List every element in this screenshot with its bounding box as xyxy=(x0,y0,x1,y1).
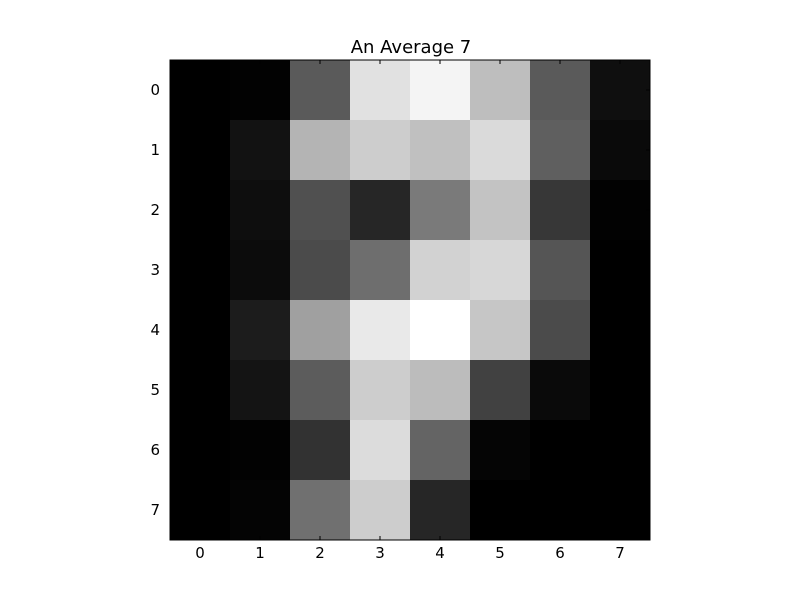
heatmap-cell-r7-c3 xyxy=(350,480,410,540)
heatmap-cell-r6-c3 xyxy=(350,420,410,480)
heatmap-cell-r5-c4 xyxy=(410,360,470,420)
x-tick-label-1: 1 xyxy=(255,544,265,562)
heatmap-cell-r1-c1 xyxy=(230,120,290,180)
heatmap-cell-r5-c5 xyxy=(470,360,530,420)
heatmap-cell-r1-c4 xyxy=(410,120,470,180)
heatmap-cell-r1-c6 xyxy=(530,120,590,180)
heatmap-cell-r7-c4 xyxy=(410,480,470,540)
heatmap-cell-r5-c0 xyxy=(170,360,230,420)
heatmap-cell-r7-c1 xyxy=(230,480,290,540)
heatmap-cell-r7-c5 xyxy=(470,480,530,540)
y-tick-label-5: 5 xyxy=(150,381,160,399)
heatmap-cell-r0-c5 xyxy=(470,60,530,120)
heatmap-cell-r6-c7 xyxy=(590,420,650,480)
heatmap-cell-r2-c5 xyxy=(470,180,530,240)
heatmap-cell-r4-c1 xyxy=(230,300,290,360)
heatmap-cell-r2-c0 xyxy=(170,180,230,240)
heatmap-cell-r7-c2 xyxy=(290,480,350,540)
heatmap-cell-r4-c7 xyxy=(590,300,650,360)
heatmap-cell-r0-c6 xyxy=(530,60,590,120)
heatmap-cell-r0-c0 xyxy=(170,60,230,120)
heatmap-cell-r3-c5 xyxy=(470,240,530,300)
y-tick-label-1: 1 xyxy=(150,141,160,159)
plot-frame xyxy=(169,59,651,541)
heatmap-cell-r5-c3 xyxy=(350,360,410,420)
heatmap-cell-r5-c7 xyxy=(590,360,650,420)
heatmap-cell-r5-c1 xyxy=(230,360,290,420)
heatmap-cell-r5-c2 xyxy=(290,360,350,420)
x-tick-label-0: 0 xyxy=(195,544,205,562)
heatmap-cell-r3-c1 xyxy=(230,240,290,300)
heatmap-cell-r2-c4 xyxy=(410,180,470,240)
heatmap-cell-r2-c7 xyxy=(590,180,650,240)
heatmap-cell-r6-c0 xyxy=(170,420,230,480)
x-tick-label-4: 4 xyxy=(435,544,445,562)
heatmap-cell-r6-c2 xyxy=(290,420,350,480)
heatmap-cell-r1-c0 xyxy=(170,120,230,180)
heatmap-cell-r2-c2 xyxy=(290,180,350,240)
heatmap-cell-r7-c0 xyxy=(170,480,230,540)
axis-ticks: 0 1 2 3 4 5 6 7 0 1 2 3 4 5 6 7 xyxy=(150,60,650,562)
heatmap-cell-r1-c3 xyxy=(350,120,410,180)
heatmap-cell-r4-c2 xyxy=(290,300,350,360)
heatmap-cell-r7-c6 xyxy=(530,480,590,540)
heatmap-cell-r2-c3 xyxy=(350,180,410,240)
heatmap-cell-r0-c7 xyxy=(590,60,650,120)
heatmap-cell-r1-c5 xyxy=(470,120,530,180)
heatmap-cell-r6-c5 xyxy=(470,420,530,480)
heatmap-cell-r6-c4 xyxy=(410,420,470,480)
heatmap-cell-r0-c4 xyxy=(410,60,470,120)
heatmap-cell-r0-c2 xyxy=(290,60,350,120)
x-tick-label-7: 7 xyxy=(615,544,625,562)
x-tick-label-5: 5 xyxy=(495,544,505,562)
heatmap-cell-r4-c0 xyxy=(170,300,230,360)
y-tick-label-0: 0 xyxy=(150,81,160,99)
heatmap-cell-r4-c5 xyxy=(470,300,530,360)
x-tick-label-2: 2 xyxy=(315,544,325,562)
heatmap-cell-r3-c6 xyxy=(530,240,590,300)
y-tick-label-3: 3 xyxy=(150,261,160,279)
heatmap-cell-r0-c1 xyxy=(230,60,290,120)
y-tick-label-2: 2 xyxy=(150,201,160,219)
heatmap-cell-r7-c7 xyxy=(590,480,650,540)
y-tick-label-6: 6 xyxy=(150,441,160,459)
heatmap-cell-r3-c0 xyxy=(170,240,230,300)
heatmap-cell-r3-c7 xyxy=(590,240,650,300)
x-tick-label-6: 6 xyxy=(555,544,565,562)
heatmap-cell-r2-c1 xyxy=(230,180,290,240)
heatmap-cell-r4-c6 xyxy=(530,300,590,360)
x-tick-label-3: 3 xyxy=(375,544,385,562)
heatmap-cell-r4-c3 xyxy=(350,300,410,360)
heatmap-cell-r6-c1 xyxy=(230,420,290,480)
heatmap-cell-r0-c3 xyxy=(350,60,410,120)
heatmap-cell-r5-c6 xyxy=(530,360,590,420)
heatmap-cell-r4-c4 xyxy=(410,300,470,360)
heatmap-cell-r3-c4 xyxy=(410,240,470,300)
heatmap-cell-r3-c2 xyxy=(290,240,350,300)
y-tick-label-4: 4 xyxy=(150,321,160,339)
heatmap-cell-r3-c3 xyxy=(350,240,410,300)
heatmap-cell-r6-c6 xyxy=(530,420,590,480)
heatmap-cells xyxy=(170,60,650,540)
chart-title: An Average 7 xyxy=(351,37,472,58)
heatmap-cell-r1-c2 xyxy=(290,120,350,180)
heatmap-cell-r1-c7 xyxy=(590,120,650,180)
heatmap-cell-r2-c6 xyxy=(530,180,590,240)
y-tick-label-7: 7 xyxy=(150,501,160,519)
